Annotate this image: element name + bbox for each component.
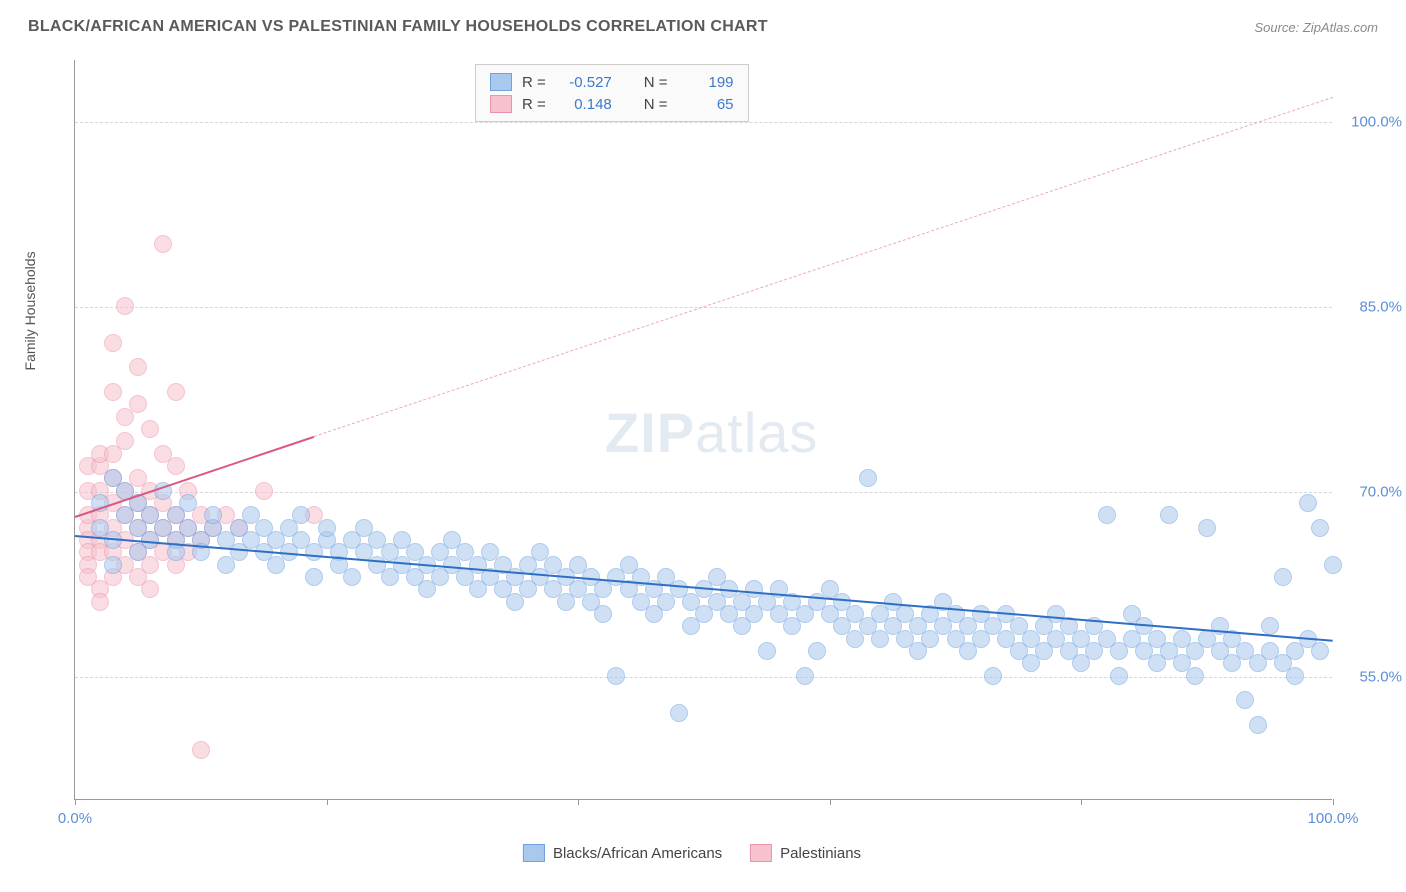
data-point xyxy=(1098,506,1116,524)
gridline xyxy=(75,677,1332,678)
swatch-series1 xyxy=(523,844,545,862)
data-point xyxy=(984,667,1002,685)
data-point xyxy=(167,383,185,401)
gridline xyxy=(75,122,1332,123)
data-point xyxy=(116,432,134,450)
data-point xyxy=(116,297,134,315)
stat-value: 199 xyxy=(678,74,734,91)
data-point xyxy=(1324,556,1342,574)
y-tick-label: 70.0% xyxy=(1359,483,1402,500)
data-point xyxy=(167,543,185,561)
data-point xyxy=(255,482,273,500)
stats-row: R = 0.148 N = 65 xyxy=(490,93,734,115)
data-point xyxy=(594,605,612,623)
data-point xyxy=(318,519,336,537)
source-label: Source: ZipAtlas.com xyxy=(1254,20,1378,35)
data-point xyxy=(1236,691,1254,709)
data-point xyxy=(796,667,814,685)
data-point xyxy=(167,457,185,475)
data-point xyxy=(91,593,109,611)
legend-item: Palestinians xyxy=(750,844,861,862)
stat-label: R = xyxy=(522,74,546,91)
stat-label: R = xyxy=(522,96,546,113)
stat-label: N = xyxy=(644,74,668,91)
data-point xyxy=(1274,568,1292,586)
data-point xyxy=(204,506,222,524)
data-point xyxy=(1311,642,1329,660)
x-tick xyxy=(1081,799,1082,805)
data-point xyxy=(129,395,147,413)
x-tick xyxy=(327,799,328,805)
data-point xyxy=(129,358,147,376)
plot-area: ZIPatlas R = -0.527 N = 199 R = 0.148 N … xyxy=(74,60,1332,800)
bottom-legend: Blacks/African Americans Palestinians xyxy=(523,844,861,862)
x-tick-label: 100.0% xyxy=(1308,810,1359,827)
data-point xyxy=(141,420,159,438)
stat-value: 0.148 xyxy=(556,96,612,113)
x-tick xyxy=(578,799,579,805)
data-point xyxy=(1299,494,1317,512)
data-point xyxy=(1261,617,1279,635)
stat-value: -0.527 xyxy=(556,74,612,91)
data-point xyxy=(305,568,323,586)
data-point xyxy=(1110,667,1128,685)
data-point xyxy=(1249,716,1267,734)
stat-value: 65 xyxy=(678,96,734,113)
data-point xyxy=(179,494,197,512)
data-point xyxy=(104,334,122,352)
x-tick-label: 0.0% xyxy=(58,810,92,827)
data-point xyxy=(1198,519,1216,537)
data-point xyxy=(154,235,172,253)
watermark: ZIPatlas xyxy=(605,400,818,465)
data-point xyxy=(758,642,776,660)
trend-line xyxy=(314,97,1333,437)
trend-line xyxy=(75,535,1333,642)
y-tick-label: 55.0% xyxy=(1359,668,1402,685)
data-point xyxy=(104,556,122,574)
y-tick-label: 100.0% xyxy=(1351,113,1402,130)
data-point xyxy=(607,667,625,685)
legend-label: Palestinians xyxy=(780,845,861,862)
chart-title: BLACK/AFRICAN AMERICAN VS PALESTINIAN FA… xyxy=(28,18,768,36)
stat-label: N = xyxy=(644,96,668,113)
data-point xyxy=(670,704,688,722)
x-tick xyxy=(75,799,76,805)
swatch-series2 xyxy=(490,95,512,113)
chart-container: Family Households ZIPatlas R = -0.527 N … xyxy=(52,60,1332,830)
data-point xyxy=(192,741,210,759)
data-point xyxy=(141,580,159,598)
legend-label: Blacks/African Americans xyxy=(553,845,722,862)
stats-box: R = -0.527 N = 199 R = 0.148 N = 65 xyxy=(475,64,749,122)
data-point xyxy=(1286,667,1304,685)
data-point xyxy=(1160,506,1178,524)
data-point xyxy=(1311,519,1329,537)
y-axis-label: Family Households xyxy=(22,251,38,370)
data-point xyxy=(859,469,877,487)
x-tick xyxy=(1333,799,1334,805)
legend-item: Blacks/African Americans xyxy=(523,844,722,862)
y-tick-label: 85.0% xyxy=(1359,298,1402,315)
data-point xyxy=(292,506,310,524)
swatch-series2 xyxy=(750,844,772,862)
data-point xyxy=(104,383,122,401)
swatch-series1 xyxy=(490,73,512,91)
x-tick xyxy=(830,799,831,805)
stats-row: R = -0.527 N = 199 xyxy=(490,71,734,93)
data-point xyxy=(1186,667,1204,685)
data-point xyxy=(343,568,361,586)
data-point xyxy=(808,642,826,660)
